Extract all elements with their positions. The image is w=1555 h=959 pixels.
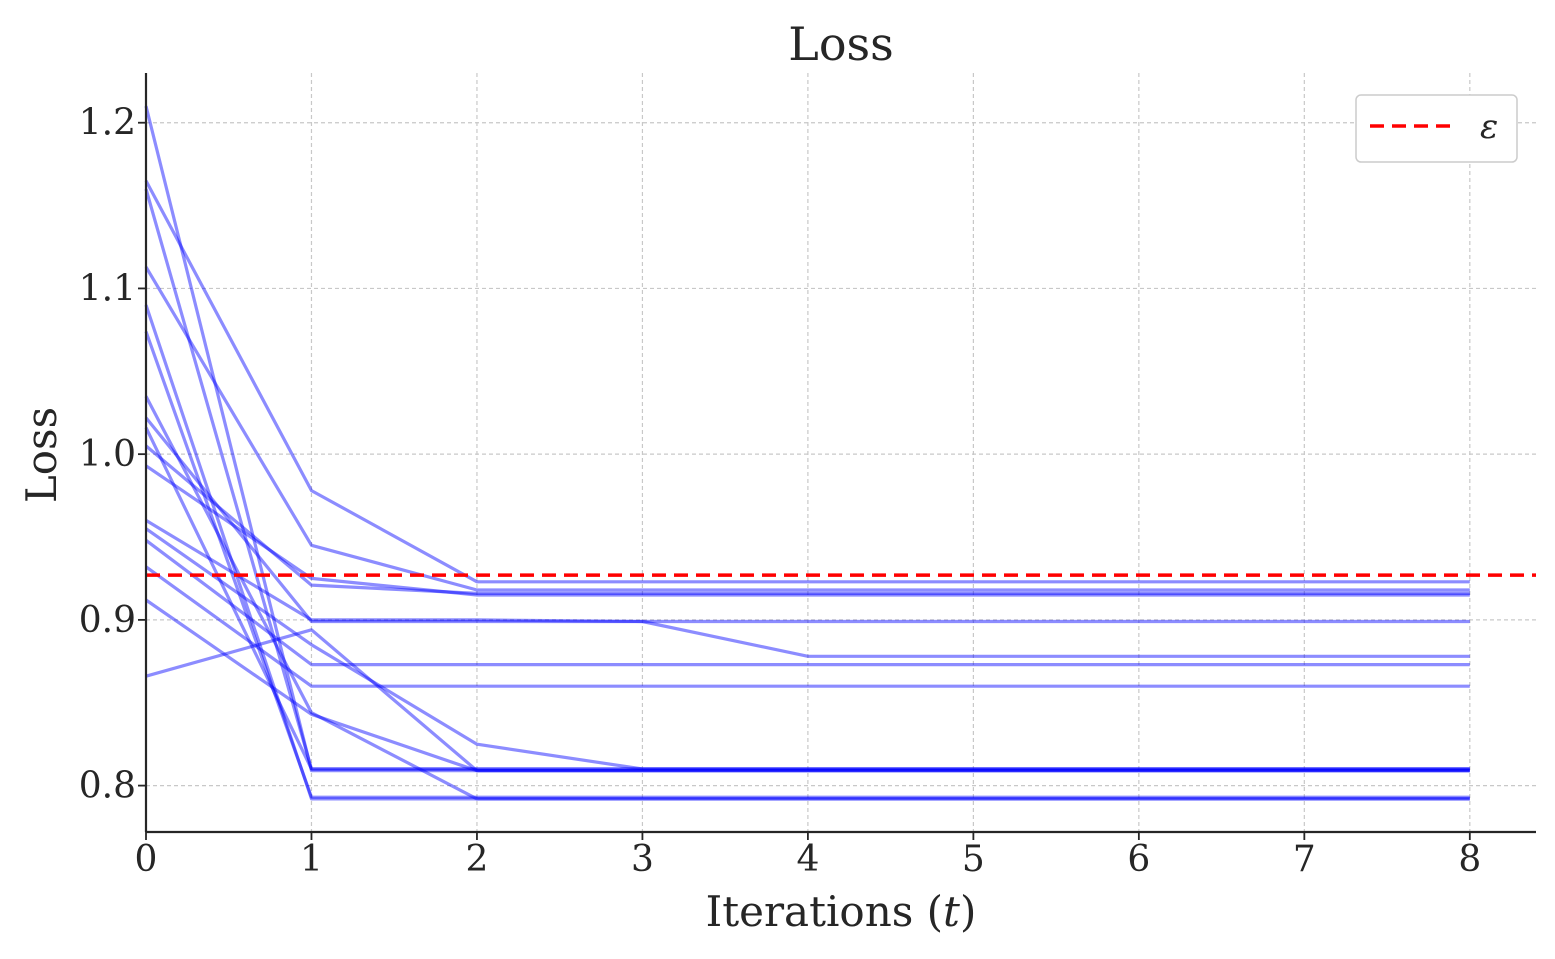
y-tick-label: 1.2 <box>79 103 136 144</box>
tick-layer: 0 1 2 3 4 5 6 7 8 0.8 0.9 1.0 1.1 1.2 <box>79 103 1482 880</box>
legend-threshold-label: ε <box>1480 107 1498 147</box>
x-axis-label: Iterations (t) <box>706 887 977 936</box>
series-line-run-11 <box>145 464 1470 597</box>
x-tick-label: 6 <box>1127 839 1150 880</box>
x-tick-label: 8 <box>1458 839 1481 880</box>
x-tick-label: 4 <box>796 839 819 880</box>
x-tick-label: 7 <box>1293 839 1316 880</box>
series-line-run-12 <box>145 519 1470 658</box>
series-line-run-1 <box>144 105 1470 773</box>
legend-frame <box>1355 94 1518 163</box>
series-line-run-13 <box>145 527 1470 771</box>
series-line-run-14 <box>145 539 1470 667</box>
series-line-run-2 <box>144 179 1470 584</box>
axes-layer <box>144 73 1536 834</box>
series-line-run-15 <box>145 565 1470 688</box>
y-tick-label: 0.9 <box>79 600 136 641</box>
series-line-run-6 <box>144 330 1470 799</box>
legend: ε <box>1355 94 1518 163</box>
chart-title: Loss <box>788 17 893 71</box>
y-tick-label: 0.8 <box>79 766 136 807</box>
series-line-run-5 <box>144 304 1470 801</box>
grid-layer <box>145 73 1536 832</box>
series-line-run-3 <box>144 188 1470 771</box>
x-tick-label: 0 <box>135 839 158 880</box>
x-tick-label: 3 <box>631 839 654 880</box>
series-line-run-7 <box>144 395 1470 801</box>
x-tick-label: 1 <box>300 839 323 880</box>
x-tick-label: 2 <box>465 839 488 880</box>
series-line-run-9 <box>144 426 1470 771</box>
x-tick-label: 5 <box>962 839 985 880</box>
series-layer <box>144 105 1470 801</box>
x-axis-label-var: t <box>943 887 960 936</box>
series-line-run-4 <box>144 266 1470 592</box>
y-tick-label: 1.0 <box>79 434 136 475</box>
series-line-run-8 <box>144 416 1470 624</box>
y-tick-label: 1.1 <box>79 268 136 309</box>
series-line-run-17 <box>145 628 1470 773</box>
series-line-run-10 <box>144 444 1470 596</box>
y-axis-label: Loss <box>17 407 66 503</box>
series-line-run-16 <box>145 598 1470 773</box>
